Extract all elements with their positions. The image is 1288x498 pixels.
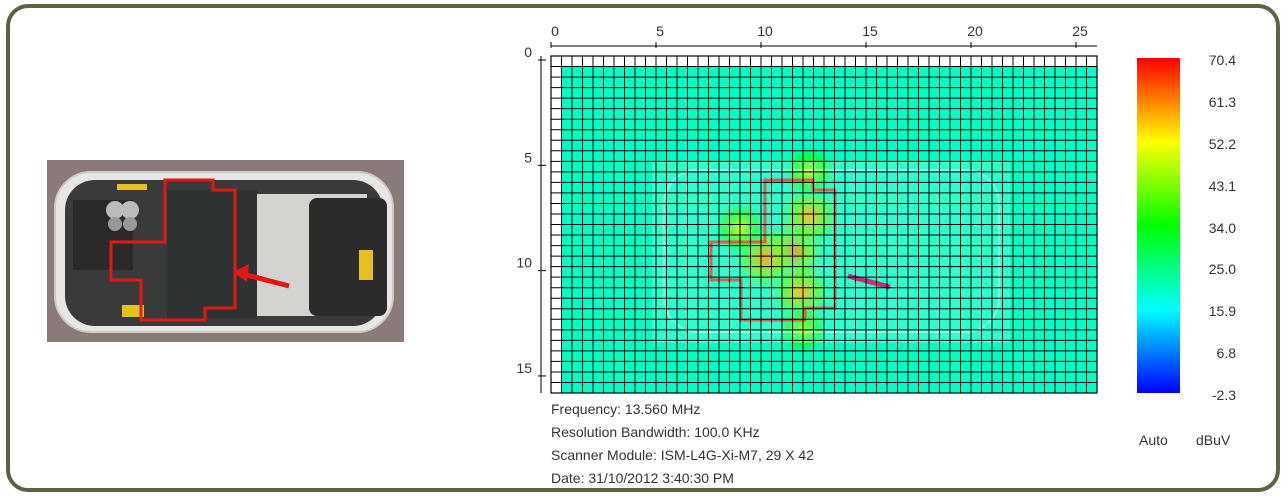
colorbar-mode: Auto — [1139, 432, 1168, 448]
colorbar-label: 6.8 — [1216, 345, 1236, 361]
device-overlay-outline — [663, 169, 1000, 333]
y-tick-label: 15 — [516, 360, 532, 376]
resolution-bandwidth-text: Resolution Bandwidth: 100.0 KHz — [551, 424, 760, 440]
plot-border — [550, 55, 1098, 394]
colorbar — [1137, 58, 1180, 393]
device-photo — [47, 160, 404, 342]
colorbar-label: 43.1 — [1208, 178, 1236, 194]
colorbar-label: 52.2 — [1208, 136, 1236, 152]
colorbar-label: 25.0 — [1208, 261, 1236, 277]
y-tick-label: 5 — [524, 149, 532, 165]
y-tick-label: 10 — [516, 255, 532, 271]
x-tick-label: 10 — [757, 23, 773, 39]
colorbar-label: 70.4 — [1208, 52, 1236, 68]
x-tick-label: 25 — [1072, 23, 1088, 39]
x-tick-label: 0 — [551, 23, 559, 39]
colorbar-label: 15.9 — [1208, 303, 1236, 319]
colorbar-label: 34.0 — [1208, 220, 1236, 236]
y-tick-label: 0 — [524, 44, 532, 60]
date-text: Date: 31/10/2012 3:40:30 PM — [551, 470, 734, 486]
x-tick-label: 20 — [967, 23, 983, 39]
x-tick-label: 5 — [656, 23, 664, 39]
x-tick-label: 15 — [862, 23, 878, 39]
frequency-text: Frequency: 13.560 MHz — [551, 401, 701, 417]
colorbar-unit: dBuV — [1196, 432, 1231, 448]
scanner-module-text: Scanner Module: ISM-L4G-Xi-M7, 29 X 42 — [551, 447, 815, 463]
colorbar-label: -2.3 — [1211, 387, 1236, 403]
colorbar-label: 61.3 — [1208, 94, 1236, 110]
